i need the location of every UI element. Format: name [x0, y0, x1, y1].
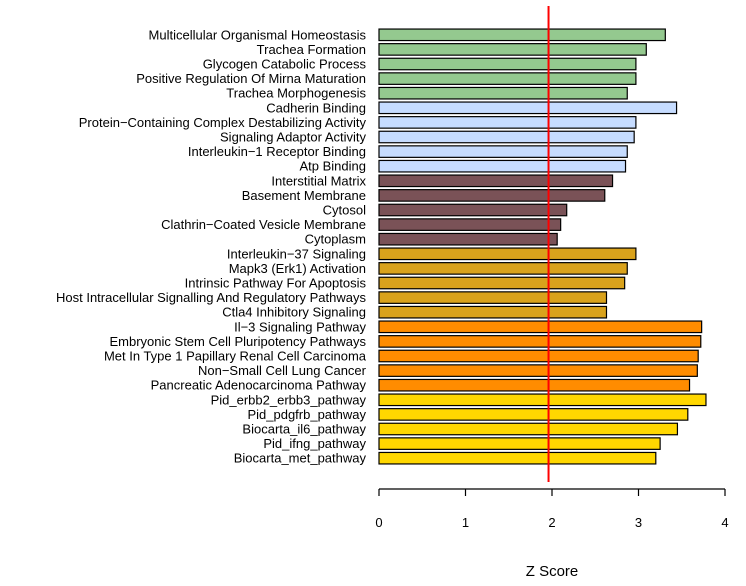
category-label: Intrinsic Pathway For Apoptosis	[185, 276, 367, 291]
category-label: Interstitial Matrix	[271, 173, 366, 188]
category-label: Biocarta_met_pathway	[234, 451, 367, 466]
x-tick-label: 4	[721, 515, 728, 530]
category-label: Biocarta_il6_pathway	[242, 422, 366, 437]
bar	[378, 72, 637, 85]
bar	[378, 86, 628, 100]
bar	[378, 218, 562, 231]
category-label: Positive Regulation Of Mirna Maturation	[136, 71, 366, 86]
category-label: Cytoplasm	[305, 232, 366, 247]
bar	[378, 247, 637, 261]
bar	[378, 232, 558, 246]
category-label: Trachea Morphogenesis	[226, 86, 366, 101]
x-tick-label: 2	[548, 515, 555, 530]
category-label: Protein−Containing Complex Destabilizing…	[79, 115, 367, 130]
bar	[378, 305, 608, 319]
category-label: Cytosol	[323, 203, 366, 218]
bar	[378, 57, 637, 71]
category-label: Atp Binding	[300, 159, 367, 174]
bar	[378, 262, 628, 275]
category-label: Signaling Adaptor Activity	[220, 130, 366, 145]
bars	[378, 28, 707, 465]
category-label: Pancreatic Adenocarcinoma Pathway	[151, 378, 367, 393]
bar	[378, 28, 666, 42]
bar	[378, 320, 703, 334]
category-label: Multicellular Organismal Homeostasis	[149, 27, 367, 42]
bar	[378, 451, 657, 465]
bar	[378, 291, 608, 304]
bar	[378, 437, 661, 450]
category-label: Trachea Formation	[257, 42, 366, 57]
category-label: Pid_erbb2_erbb3_pathway	[211, 392, 367, 407]
category-label: Interleukin−37 Signaling	[227, 246, 366, 261]
bar	[378, 364, 698, 377]
category-label: Embryonic Stem Cell Pluripotency Pathway…	[110, 334, 367, 349]
bar	[378, 101, 678, 115]
x-axis-title: Z Score	[526, 563, 579, 580]
category-label: Non−Small Cell Lung Cancer	[198, 363, 367, 378]
bar	[378, 174, 614, 188]
x-tick-label: 3	[635, 515, 642, 530]
bar	[378, 393, 707, 407]
category-label: Cadherin Binding	[266, 100, 366, 115]
category-label: Met In Type 1 Papillary Renal Cell Carci…	[104, 349, 367, 364]
bar	[378, 159, 627, 173]
category-label: Pid_pdgfrb_pathway	[247, 407, 366, 422]
category-labels: Multicellular Organismal HomeostasisTrac…	[56, 27, 367, 465]
x-axis: 0 1 2 3 4	[375, 488, 729, 530]
category-label: Pid_ifng_pathway	[263, 436, 366, 451]
bar	[378, 335, 702, 348]
bar	[378, 43, 647, 56]
category-label: Il−3 Signaling Pathway	[234, 319, 366, 334]
bar	[378, 203, 568, 217]
bar	[378, 408, 689, 421]
category-label: Basement Membrane	[242, 188, 366, 203]
category-label: Clathrin−Coated Vesicle Membrane	[161, 217, 366, 232]
category-label: Interleukin−1 Receptor Binding	[188, 144, 366, 159]
x-tick-label: 0	[375, 515, 382, 530]
category-label: Host Intracellular Signalling And Regula…	[56, 290, 367, 305]
bar	[378, 116, 637, 129]
bar	[378, 145, 628, 158]
bar	[378, 130, 635, 144]
bar	[378, 378, 691, 392]
category-label: Glycogen Catabolic Process	[203, 57, 367, 72]
bar	[378, 422, 679, 436]
bar	[378, 276, 626, 290]
bar	[378, 349, 699, 363]
category-label: Mapk3 (Erk1) Activation	[229, 261, 366, 276]
bar	[378, 189, 606, 202]
category-label: Ctla4 Inhibitory Signaling	[222, 305, 366, 320]
x-tick-label: 1	[462, 515, 469, 530]
